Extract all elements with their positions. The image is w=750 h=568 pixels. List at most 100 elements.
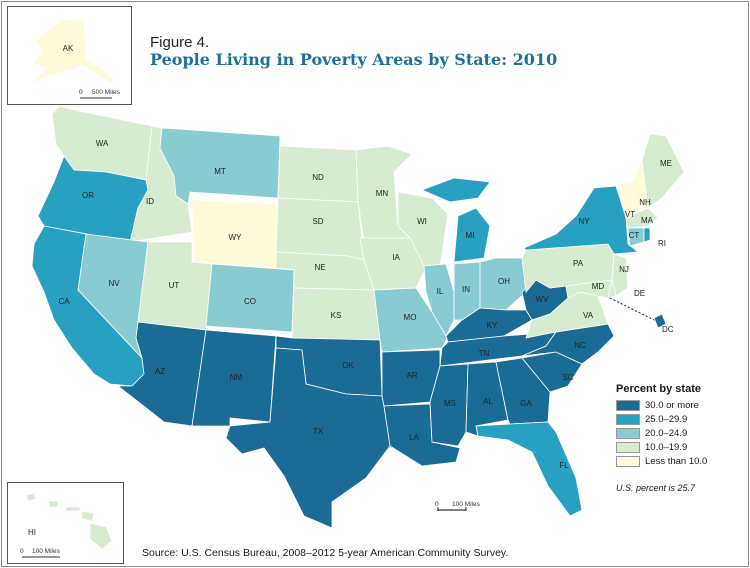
state-NJ: [611, 253, 629, 297]
label-VA: VA: [583, 311, 594, 320]
state-MT: [159, 127, 281, 205]
legend-label: 20.0–24.9: [645, 428, 688, 439]
figure-label: Figure 4.: [150, 34, 210, 51]
label-FL: FL: [559, 461, 569, 470]
label-LA: LA: [409, 433, 419, 442]
legend-item: 10.0–19.9: [616, 441, 744, 454]
label-KS: KS: [331, 311, 342, 320]
legend-title: Percent by state: [616, 383, 701, 395]
legend-label: 10.0–19.9: [645, 442, 688, 453]
label-OH: OH: [498, 277, 510, 286]
label-RI: RI: [658, 239, 666, 248]
mainland-scale-distance: 100 Miles: [452, 501, 481, 508]
alaska-scale-zero: 0: [79, 89, 83, 96]
dc-leader-line: [609, 297, 655, 321]
label-MO: MO: [404, 313, 417, 322]
label-HI: HI: [28, 528, 36, 537]
state-HI-molokai: [65, 506, 81, 512]
state-MO: [373, 287, 449, 353]
label-TX: TX: [313, 427, 324, 436]
mainland-scale-bar: 0 100 Miles: [435, 501, 481, 511]
state-MI: [453, 207, 491, 263]
label-MS: MS: [444, 399, 456, 408]
label-SD: SD: [312, 217, 323, 226]
label-NH: NH: [639, 198, 651, 207]
label-AK: AK: [63, 44, 74, 53]
label-NM: NM: [230, 373, 243, 382]
hawaii-inset: HI 0 100 Miles: [7, 482, 124, 564]
legend-item: 20.0–24.9: [616, 427, 744, 440]
legend-label: 30.0 or more: [645, 400, 699, 411]
state-HI-oahu: [47, 500, 59, 508]
state-IL: [423, 263, 455, 337]
label-NJ: NJ: [619, 265, 629, 274]
state-NC: [521, 323, 615, 365]
state-HI-kauai: [25, 492, 37, 502]
label-DE: DE: [634, 289, 645, 298]
legend-swatch: [616, 428, 640, 439]
legend-item: 30.0 or more: [616, 399, 744, 412]
state-NY: [523, 185, 640, 255]
legend-swatch: [616, 400, 640, 411]
label-DC: DC: [662, 325, 674, 334]
state-RI: [643, 227, 651, 243]
label-AR: AR: [406, 371, 417, 380]
label-AZ: AZ: [155, 367, 165, 376]
label-IA: IA: [392, 253, 400, 262]
legend: Percent by state 30.0 or more 25.0–29.9 …: [616, 383, 744, 469]
label-GA: GA: [520, 399, 532, 408]
label-MI: MI: [466, 231, 475, 240]
alaska-inset: AK 0 500 Miles: [7, 6, 132, 105]
label-CT: CT: [629, 231, 640, 240]
legend-label: Less than 10.0: [645, 456, 708, 467]
state-ME: [641, 133, 685, 209]
legend-swatch: [616, 456, 640, 467]
legend-item: Less than 10.0: [616, 455, 744, 468]
label-KY: KY: [487, 321, 498, 330]
hawaii-scale-zero: 0: [20, 548, 24, 555]
state-MI-UP: [420, 177, 491, 203]
label-ME: ME: [660, 159, 672, 168]
state-FL: [475, 421, 583, 517]
us-percent-note: U.S. percent is 25.7: [616, 483, 696, 493]
source-note: Source: U.S. Census Bureau, 2008–2012 5-…: [142, 547, 509, 559]
label-MT: MT: [214, 167, 226, 176]
state-TX: [225, 347, 391, 529]
label-MD: MD: [592, 282, 605, 291]
label-NY: NY: [578, 217, 590, 226]
legend-label: 25.0–29.9: [645, 414, 688, 425]
label-OR: OR: [82, 191, 94, 200]
label-WA: WA: [96, 139, 109, 148]
state-SD: [275, 197, 365, 261]
label-OK: OK: [342, 361, 354, 370]
label-CO: CO: [244, 297, 256, 306]
label-VT: VT: [625, 210, 635, 219]
label-UT: UT: [169, 281, 180, 290]
label-NC: NC: [574, 341, 586, 350]
label-NE: NE: [314, 263, 325, 272]
label-WI: WI: [417, 217, 427, 226]
mainland-scale-zero: 0: [435, 501, 439, 508]
legend-swatch: [616, 442, 640, 453]
state-AK: [29, 18, 117, 86]
label-WY: WY: [229, 233, 243, 242]
state-HI-big: [89, 522, 113, 550]
state-MA: [625, 207, 659, 229]
label-MN: MN: [376, 189, 389, 198]
label-ID: ID: [146, 197, 154, 206]
alaska-scale-distance: 500 Miles: [92, 89, 121, 96]
label-CA: CA: [58, 297, 70, 306]
state-MD: [565, 279, 613, 299]
label-AL: AL: [483, 397, 493, 406]
hawaii-scale-distance: 100 Miles: [32, 548, 61, 555]
label-WV: WV: [536, 295, 550, 304]
label-ND: ND: [312, 173, 324, 182]
label-NV: NV: [108, 279, 120, 288]
label-SC: SC: [562, 373, 573, 382]
label-IL: IL: [437, 287, 444, 296]
legend-item: 25.0–29.9: [616, 413, 744, 426]
label-IN: IN: [462, 285, 470, 294]
label-PA: PA: [573, 259, 584, 268]
